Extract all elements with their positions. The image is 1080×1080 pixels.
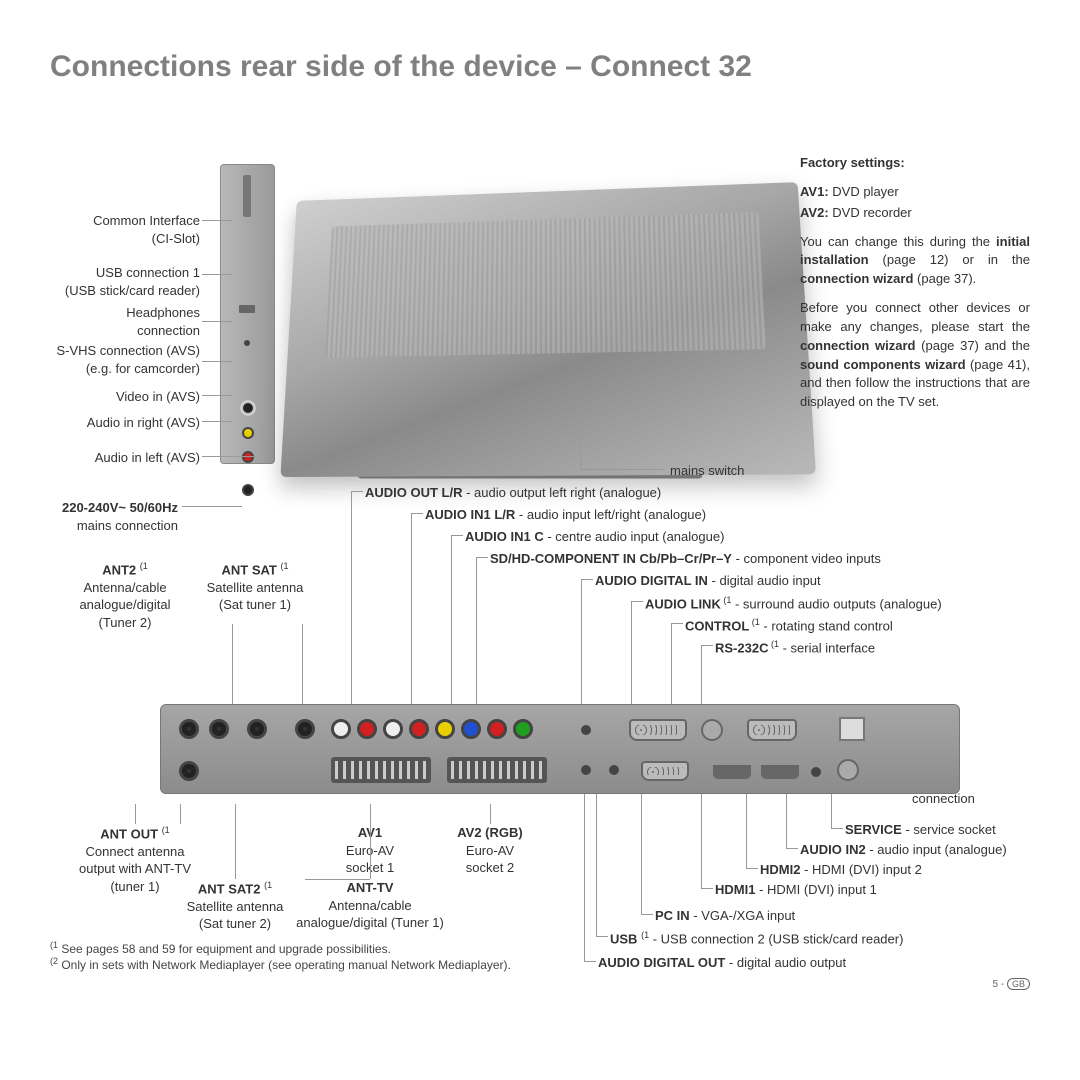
right-bottom-row: HDMI1 - HDMI (DVI) input 1	[715, 881, 1080, 899]
right-bottom-row: USB (1 - USB connection 2 (USB stick/car…	[610, 929, 1030, 948]
connector-port	[409, 719, 429, 739]
right-top-row: AUDIO IN1 L/R - audio input left/right (…	[425, 506, 985, 524]
right-top-row: RS-232C (1 - serial interface	[715, 638, 1080, 657]
label-ant-sat: ANT SAT (1 Satellite antenna (Sat tuner …	[190, 560, 320, 614]
factory-settings-text: Factory settings: AV1: DVD player AV2: D…	[800, 154, 1030, 422]
label-mains-voltage: 220-240V~ 50/60Hz mains connection	[18, 499, 178, 534]
right-bottom-row: HDMI2 - HDMI (DVI) input 2	[760, 861, 1080, 879]
connector-port	[295, 719, 315, 739]
connector-port	[383, 719, 403, 739]
connector-port	[461, 719, 481, 739]
right-top-row: AUDIO LINK (1 - surround audio outputs (…	[645, 594, 1080, 613]
label-audio-in-r: Audio in right (AVS)	[30, 414, 200, 432]
connector-port	[357, 719, 377, 739]
footnotes: (1 See pages 58 and 59 for equipment and…	[50, 940, 511, 972]
label-svhs: S-VHS connection (AVS) (e.g. for camcord…	[25, 342, 200, 377]
label-headphones: Headphones connection	[30, 304, 200, 339]
right-bottom-row: PC IN - VGA-/XGA input	[655, 907, 1075, 925]
mains-voltage-sub: mains connection	[77, 518, 178, 533]
connector-port	[331, 719, 351, 739]
connector-port	[513, 719, 533, 739]
label-audio-in-l: Audio in left (AVS)	[30, 449, 200, 467]
connector-port	[487, 719, 507, 739]
right-top-row: SD/HD-COMPONENT IN Cb/Pb–Cr/Pr–Y - compo…	[490, 550, 1050, 568]
device-rear-photo	[280, 182, 816, 477]
right-top-row: AUDIO DIGITAL IN - digital audio input	[595, 572, 1080, 590]
right-top-row: CONTROL (1 - rotating stand control	[685, 616, 1080, 635]
label-ci: Common Interface (CI-Slot)	[30, 212, 200, 247]
side-connector-panel	[220, 164, 275, 464]
label-ant2: ANT2 (1 Antenna/cable analogue/digital (…	[60, 560, 190, 632]
mains-voltage-head: 220-240V~ 50/60Hz	[62, 500, 178, 515]
right-bottom-row: SERVICE - service socket	[845, 821, 1080, 839]
right-bottom-row: AUDIO IN2 - audio input (analogue)	[800, 841, 1080, 859]
connector-port	[179, 719, 199, 739]
diagram-area: Common Interface (CI-Slot) USB connectio…	[50, 124, 1030, 994]
right-top-row: AUDIO OUT L/R - audio output left right …	[365, 484, 925, 502]
connector-port	[247, 719, 267, 739]
label-video-in: Video in (AVS)	[30, 388, 200, 406]
rear-connector-strip	[160, 704, 960, 794]
label-mains-switch: mains switch	[670, 462, 744, 480]
label-usb1: USB connection 1 (USB stick/card reader)	[30, 264, 200, 299]
label-ant-tv: ANT-TV Antenna/cable analogue/digital (T…	[290, 879, 450, 932]
right-top-row: AUDIO IN1 C - centre audio input (analog…	[465, 528, 1025, 546]
right-bottom-row: AUDIO DIGITAL OUT - digital audio output	[598, 954, 1018, 972]
connector-port	[435, 719, 455, 739]
connector-port	[209, 719, 229, 739]
page-number: 5 - GB	[993, 978, 1030, 990]
label-av2: AV2 (RGB) Euro-AV socket 2	[430, 824, 550, 877]
page-title: Connections rear side of the device – Co…	[50, 50, 1030, 84]
